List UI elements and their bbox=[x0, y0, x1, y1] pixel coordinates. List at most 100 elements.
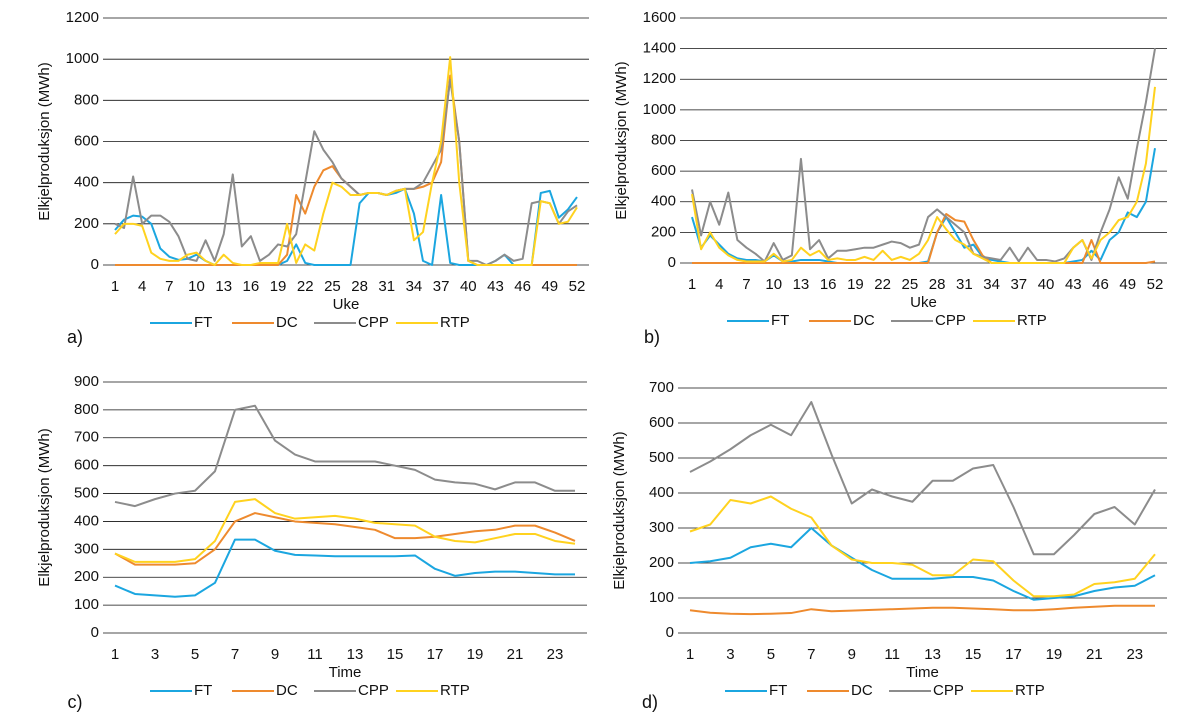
x-tick-label: 49 bbox=[1119, 276, 1136, 293]
x-tick-label: 9 bbox=[848, 646, 856, 663]
x-tick-label: 13 bbox=[924, 646, 941, 663]
x-tick-label: 46 bbox=[514, 278, 531, 295]
x-tick-label: 23 bbox=[1126, 646, 1143, 663]
series-line bbox=[689, 401, 1156, 556]
x-tick-label: 11 bbox=[884, 646, 900, 663]
x-tick-label: 16 bbox=[243, 278, 260, 295]
y-tick-label: 800 bbox=[74, 91, 99, 108]
x-tick-label: 37 bbox=[1010, 276, 1027, 293]
x-tick-label: 49 bbox=[541, 278, 558, 295]
x-tick-label: 40 bbox=[460, 278, 477, 295]
x-tick-label: 46 bbox=[1092, 276, 1109, 293]
x-tick-label: 1 bbox=[111, 278, 119, 295]
y-tick-label: 1200 bbox=[643, 70, 676, 87]
x-tick-label: 22 bbox=[874, 276, 891, 293]
x-tick-label: 22 bbox=[297, 278, 314, 295]
x-tick-label: 15 bbox=[387, 646, 404, 663]
y-axis-label: Elkjelproduksjon (MWh) bbox=[611, 431, 628, 589]
series-line bbox=[114, 538, 575, 598]
y-tick-label: 200 bbox=[651, 223, 676, 240]
legend-label: FT bbox=[769, 682, 787, 699]
panel-label: c) bbox=[68, 692, 83, 712]
series-line bbox=[114, 512, 576, 566]
x-tick-label: 28 bbox=[929, 276, 946, 293]
y-tick-label: 0 bbox=[668, 254, 676, 271]
x-tick-label: 4 bbox=[715, 276, 723, 293]
x-tick-label: 4 bbox=[138, 278, 146, 295]
legend-label: RTP bbox=[1017, 312, 1047, 329]
legend-label: RTP bbox=[440, 682, 470, 699]
y-tick-label: 600 bbox=[74, 457, 99, 474]
series-line bbox=[115, 74, 577, 266]
x-tick-label: 9 bbox=[271, 646, 279, 663]
y-axis-label: Elkjelproduksjon (MWh) bbox=[36, 62, 53, 220]
x-tick-label: 31 bbox=[378, 278, 395, 295]
y-tick-label: 900 bbox=[74, 373, 99, 390]
x-tick-label: 34 bbox=[983, 276, 1000, 293]
y-tick-label: 1600 bbox=[643, 9, 676, 26]
x-axis-label: Uke bbox=[910, 294, 937, 311]
y-axis-label: Elkjelproduksjon (MWh) bbox=[613, 61, 630, 219]
x-tick-label: 21 bbox=[1086, 646, 1103, 663]
y-tick-label: 300 bbox=[649, 519, 674, 536]
x-tick-label: 7 bbox=[231, 646, 239, 663]
x-tick-label: 19 bbox=[270, 278, 287, 295]
legend-label: CPP bbox=[358, 682, 389, 699]
x-tick-label: 25 bbox=[902, 276, 919, 293]
panel-label: d) bbox=[642, 692, 658, 712]
x-tick-label: 37 bbox=[433, 278, 450, 295]
y-tick-label: 700 bbox=[649, 379, 674, 396]
y-tick-label: 1000 bbox=[66, 50, 99, 67]
series-line bbox=[114, 56, 578, 266]
x-axis-label: Uke bbox=[333, 296, 360, 313]
x-tick-label: 13 bbox=[793, 276, 810, 293]
legend-label: CPP bbox=[933, 682, 964, 699]
y-tick-label: 100 bbox=[74, 596, 99, 613]
x-tick-label: 13 bbox=[215, 278, 232, 295]
y-tick-label: 200 bbox=[649, 554, 674, 571]
series-line bbox=[114, 404, 575, 508]
y-tick-label: 0 bbox=[91, 624, 99, 641]
x-tick-label: 16 bbox=[820, 276, 837, 293]
x-axis-label: Time bbox=[329, 664, 362, 681]
x-tick-label: 34 bbox=[406, 278, 423, 295]
y-tick-label: 1000 bbox=[643, 101, 676, 118]
panel-label: a) bbox=[67, 327, 83, 347]
x-tick-label: 7 bbox=[165, 278, 173, 295]
series-line bbox=[114, 498, 576, 563]
x-tick-label: 19 bbox=[1046, 646, 1063, 663]
legend-label: DC bbox=[276, 314, 298, 331]
y-tick-label: 800 bbox=[651, 131, 676, 148]
y-tick-label: 500 bbox=[74, 485, 99, 502]
x-tick-label: 10 bbox=[765, 276, 782, 293]
series-line bbox=[689, 527, 1156, 601]
x-tick-label: 43 bbox=[487, 278, 504, 295]
legend-label: RTP bbox=[440, 314, 470, 331]
x-tick-label: 15 bbox=[965, 646, 982, 663]
x-tick-label: 21 bbox=[507, 646, 524, 663]
x-tick-label: 19 bbox=[467, 646, 484, 663]
y-axis-label: Elkjelproduksjon (MWh) bbox=[36, 428, 53, 586]
y-tick-label: 200 bbox=[74, 215, 99, 232]
series-line bbox=[114, 78, 578, 266]
legend-label: FT bbox=[194, 682, 212, 699]
x-tick-label: 17 bbox=[427, 646, 444, 663]
legend-label: CPP bbox=[935, 312, 966, 329]
y-tick-label: 500 bbox=[649, 449, 674, 466]
x-tick-label: 5 bbox=[767, 646, 775, 663]
x-tick-label: 23 bbox=[547, 646, 564, 663]
series-line bbox=[691, 48, 1156, 263]
legend-label: CPP bbox=[358, 314, 389, 331]
x-tick-label: 3 bbox=[726, 646, 734, 663]
x-tick-label: 52 bbox=[1147, 276, 1164, 293]
x-tick-label: 1 bbox=[688, 276, 696, 293]
y-tick-label: 0 bbox=[91, 256, 99, 273]
x-axis-label: Time bbox=[906, 664, 939, 681]
y-tick-label: 600 bbox=[649, 414, 674, 431]
y-tick-label: 600 bbox=[74, 132, 99, 149]
legend-label: RTP bbox=[1015, 682, 1045, 699]
y-tick-label: 300 bbox=[74, 540, 99, 557]
y-tick-label: 200 bbox=[74, 568, 99, 585]
x-tick-label: 1 bbox=[686, 646, 694, 663]
